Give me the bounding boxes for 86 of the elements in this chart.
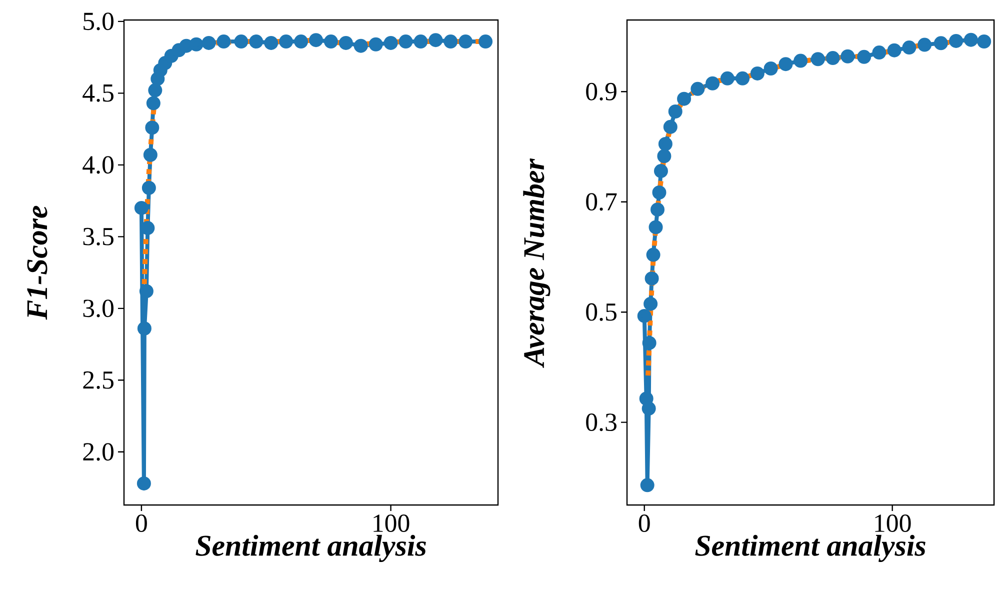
point	[134, 200, 148, 215]
point	[478, 34, 493, 49]
y-axis-title: Average Number	[523, 158, 550, 368]
point	[706, 76, 720, 90]
point	[637, 308, 652, 323]
point	[145, 120, 160, 135]
point	[142, 180, 156, 195]
x-axis-title: Sentiment analysis	[196, 534, 426, 562]
x-axis-title: Sentiment analysis	[695, 534, 926, 562]
point	[652, 186, 666, 200]
point	[139, 284, 154, 298]
point	[384, 36, 398, 50]
point	[857, 50, 872, 64]
point	[308, 33, 323, 48]
y-tick-label: 0.7	[586, 193, 617, 211]
point	[690, 82, 705, 96]
point	[964, 32, 978, 47]
point	[137, 322, 152, 336]
x-tick-label: 100	[374, 514, 410, 532]
point	[642, 336, 656, 350]
point	[444, 34, 458, 49]
point	[648, 220, 663, 234]
point	[189, 37, 204, 52]
point	[398, 34, 413, 49]
point	[639, 392, 654, 406]
point	[414, 34, 428, 49]
point	[764, 62, 778, 76]
point	[720, 71, 734, 86]
point	[902, 40, 916, 55]
point	[794, 54, 808, 68]
point	[264, 36, 278, 50]
x-tick-label: 0	[638, 514, 650, 532]
y-tick-label: 0.9	[586, 82, 616, 100]
point	[887, 43, 902, 58]
point	[640, 478, 654, 492]
y-tick-label: 5.0	[84, 12, 114, 30]
point	[368, 37, 383, 52]
point	[840, 49, 855, 64]
point	[234, 34, 248, 49]
point	[428, 33, 443, 48]
y-tick-label: 0.3	[586, 414, 616, 432]
point	[668, 104, 682, 118]
point	[644, 296, 658, 311]
point	[458, 34, 473, 49]
point	[644, 271, 659, 286]
point	[179, 38, 194, 53]
y-tick-label: 3.0	[83, 300, 114, 318]
point	[294, 34, 308, 49]
point	[663, 120, 678, 134]
point	[646, 248, 660, 262]
point	[202, 36, 216, 50]
y-tick-label: 4.5	[82, 84, 114, 102]
y-axis-title: F1-Score	[27, 206, 48, 320]
point	[354, 38, 368, 53]
point	[338, 36, 353, 50]
point	[658, 137, 672, 152]
point	[977, 34, 992, 48]
point	[949, 34, 964, 48]
point	[934, 36, 948, 50]
point	[216, 34, 231, 49]
x-tick-label: 0	[136, 514, 147, 532]
point	[148, 83, 162, 98]
point	[650, 202, 665, 217]
point	[918, 38, 932, 52]
point	[750, 66, 764, 80]
point	[826, 51, 840, 66]
y-tick-label: 4.0	[82, 156, 114, 174]
point	[736, 71, 750, 86]
point	[146, 96, 160, 110]
y-tick-label: 2.0	[83, 443, 114, 461]
y-tick-label: 0.5	[586, 303, 616, 321]
point	[143, 148, 158, 162]
point	[136, 476, 151, 490]
point	[677, 92, 692, 106]
y-tick-label: 2.5	[83, 371, 114, 389]
x-tick-label: 100	[875, 514, 911, 532]
point	[249, 34, 264, 49]
point	[324, 34, 338, 49]
point	[654, 164, 668, 178]
point	[657, 149, 672, 164]
point	[642, 402, 656, 416]
point	[279, 34, 294, 49]
point	[778, 57, 793, 72]
y-tick-label: 3.5	[83, 228, 114, 246]
point	[810, 52, 825, 66]
point	[872, 46, 886, 60]
